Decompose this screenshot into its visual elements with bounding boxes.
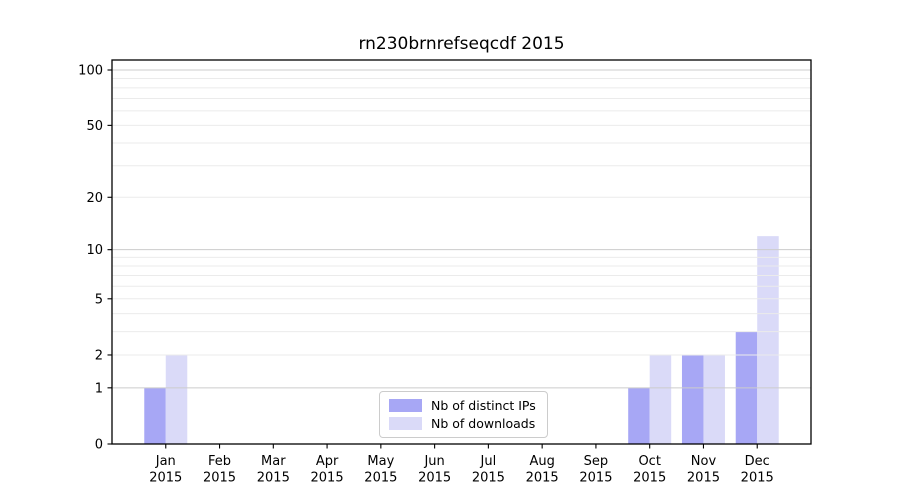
x-tick-label-year-may: 2015 [364, 471, 397, 486]
bar-distinct-ips-nov [681, 354, 704, 444]
y-tick-label-0: 0 [95, 438, 103, 453]
x-tick-label-year-nov: 2015 [687, 471, 720, 486]
x-tick-label-year-dec: 2015 [741, 471, 774, 486]
x-tick-label-month-mar: Mar [261, 454, 286, 469]
bar-distinct-ips-jan [144, 387, 166, 444]
bar-downloads-oct [649, 354, 672, 444]
y-tick-label-10: 10 [86, 243, 103, 258]
x-tick-label-year-jan: 2015 [149, 471, 182, 486]
x-tick-label-month-apr: Apr [316, 454, 339, 469]
x-tick-label-month-nov: Nov [691, 454, 717, 469]
legend-item-downloads: Nb of downloads [389, 416, 536, 431]
x-tick-label-month-sep: Sep [584, 454, 609, 469]
y-tick-label-1: 1 [95, 381, 103, 396]
chart-legend: Nb of distinct IPs Nb of downloads [379, 391, 548, 438]
bar-downloads-jan [165, 354, 188, 444]
x-tick-label-year-sep: 2015 [579, 471, 612, 486]
x-tick-label-year-oct: 2015 [633, 471, 666, 486]
x-tick-label-month-oct: Oct [638, 454, 660, 469]
x-tick-label-month-jan: Jan [155, 454, 176, 469]
legend-label-downloads: Nb of downloads [431, 416, 536, 431]
x-tick-label-month-may: May [367, 454, 394, 469]
legend-item-distinct-ips: Nb of distinct IPs [389, 398, 536, 413]
x-tick-label-year-feb: 2015 [203, 471, 236, 486]
y-tick-label-20: 20 [86, 191, 103, 206]
x-tick-label-year-aug: 2015 [526, 471, 559, 486]
x-tick-label-month-jun: Jun [423, 454, 444, 469]
x-tick-label-month-aug: Aug [529, 454, 554, 469]
axes-frame [111, 59, 812, 445]
y-tick-label-50: 50 [86, 119, 103, 134]
x-tick-label-year-jun: 2015 [418, 471, 451, 486]
legend-swatch-downloads [389, 417, 422, 430]
x-tick-label-month-feb: Feb [208, 454, 231, 469]
legend-swatch-distinct-ips [389, 399, 422, 412]
y-tick-label-100: 100 [78, 64, 103, 79]
y-tick-label-5: 5 [95, 292, 103, 307]
x-tick-label-year-apr: 2015 [311, 471, 344, 486]
x-tick-label-month-jul: Jul [480, 454, 497, 469]
x-tick-label-year-mar: 2015 [257, 471, 290, 486]
bar-distinct-ips-oct [628, 387, 650, 444]
y-tick-label-2: 2 [95, 348, 103, 363]
x-tick-label-year-jul: 2015 [472, 471, 505, 486]
x-tick-label-month-dec: Dec [745, 454, 770, 469]
legend-label-distinct-ips: Nb of distinct IPs [431, 398, 536, 413]
chart-title: rn230brnrefseqcdf 2015 [358, 34, 565, 54]
bar-downloads-dec [757, 236, 779, 444]
bar-downloads-nov [703, 354, 725, 444]
